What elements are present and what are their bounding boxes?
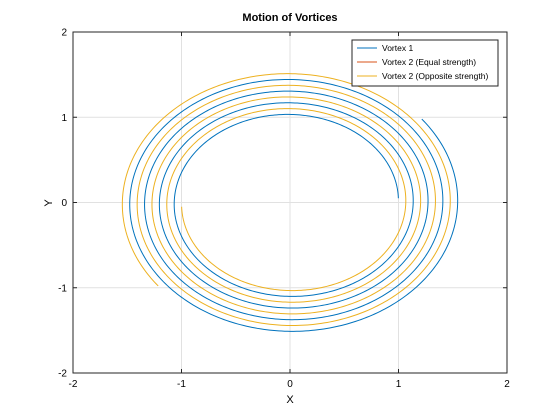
series-line-3 [121, 73, 451, 327]
y-tick-label: -2 [58, 369, 67, 380]
legend-entry-3: Vortex 2 (Opposite strength) [382, 71, 488, 81]
series-line-1 [129, 78, 459, 332]
y-tick-label: -1 [58, 283, 67, 294]
legend: Vortex 1 Vortex 2 (Equal strength) Vortex … [351, 39, 499, 87]
chart-title: Motion of Vortices [242, 12, 337, 24]
y-tick-label: 1 [61, 113, 67, 124]
legend-entry-1: Vortex 1 [382, 43, 413, 53]
x-tick-label: 1 [396, 379, 402, 390]
series-layer [121, 73, 459, 332]
y-axis-label: Y [43, 199, 55, 207]
x-tick-label: -1 [177, 379, 186, 390]
y-tick-label: 0 [61, 198, 67, 209]
ticks: -2 -1 0 1 2 -2 -1 0 1 2 [58, 28, 510, 391]
x-tick-label: 0 [287, 379, 293, 390]
x-tick-label: 2 [504, 379, 510, 390]
x-axis-label: X [286, 394, 294, 406]
y-tick-label: 2 [61, 28, 67, 39]
legend-entry-2: Vortex 2 (Equal strength) [382, 57, 476, 67]
x-tick-label: -2 [69, 379, 78, 390]
